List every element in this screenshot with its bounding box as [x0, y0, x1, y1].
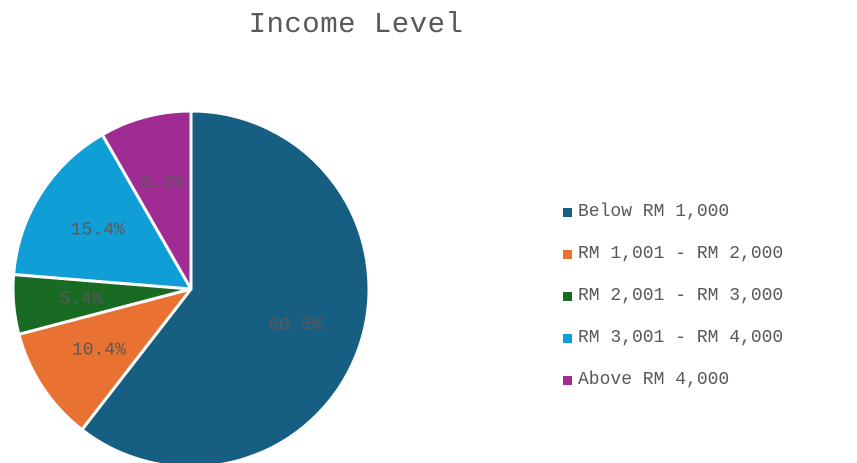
- legend-swatch-0: [563, 207, 572, 217]
- pie-data-label-0: 60.5%: [268, 315, 322, 335]
- legend-label-4: Above RM 4,000: [578, 370, 730, 390]
- chart-legend: Below RM 1,000 RM 1,001 - RM 2,000 RM 2,00…: [563, 191, 783, 401]
- legend-label-1: RM 1,001 - RM 2,000: [578, 244, 784, 264]
- legend-item-2: RM 2,001 - RM 3,000: [563, 275, 783, 317]
- pie-slice-0: [80, 109, 371, 463]
- pie-data-label-3: 15.4%: [71, 221, 125, 241]
- pie-slices: [11, 109, 371, 463]
- pie-chart: 60.5% 10.4% 5.4% 15.4% 8.3%: [11, 109, 371, 463]
- legend-item-1: RM 1,001 - RM 2,000: [563, 233, 783, 275]
- legend-item-3: RM 3,001 - RM 4,000: [563, 317, 783, 359]
- pie-slice-4: [100, 109, 193, 291]
- legend-label-2: RM 2,001 - RM 3,000: [578, 286, 784, 306]
- legend-label-0: Below RM 1,000: [578, 202, 730, 222]
- pie-data-label-2: 5.4%: [59, 289, 102, 309]
- legend-swatch-3: [563, 333, 572, 343]
- pie-slice-3: [12, 133, 193, 291]
- pie-data-label-4: 8.3%: [141, 173, 184, 193]
- pie-data-labels: 60.5% 10.4% 5.4% 15.4% 8.3%: [59, 173, 322, 361]
- legend-swatch-1: [563, 249, 572, 259]
- legend-label-3: RM 3,001 - RM 4,000: [578, 328, 784, 348]
- legend-swatch-2: [563, 291, 572, 301]
- legend-item-4: Above RM 4,000: [563, 359, 783, 401]
- pie-data-label-1: 10.4%: [72, 341, 126, 361]
- legend-item-0: Below RM 1,000: [563, 191, 783, 233]
- chart-title: Income Level: [248, 8, 464, 41]
- legend-swatch-4: [563, 375, 572, 385]
